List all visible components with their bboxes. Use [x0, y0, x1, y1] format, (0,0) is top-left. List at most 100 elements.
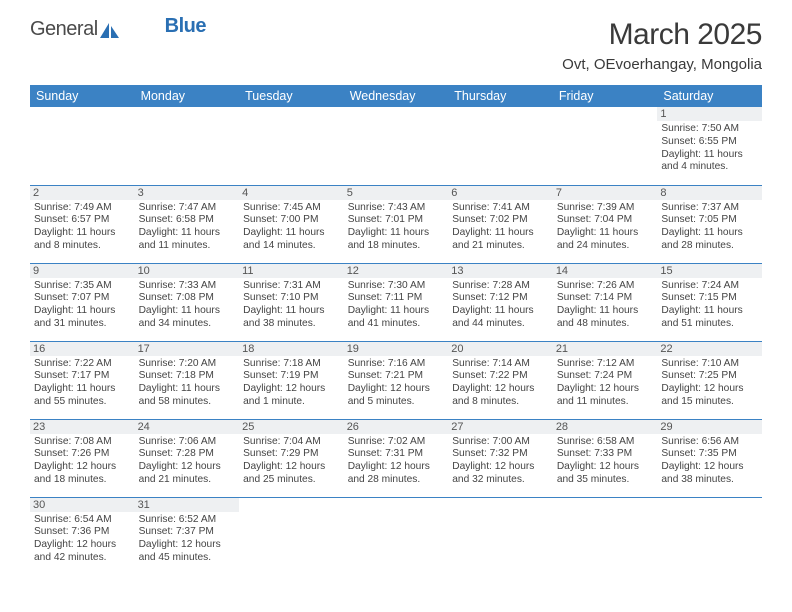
calendar-cell: 15Sunrise: 7:24 AMSunset: 7:15 PMDayligh…: [657, 263, 762, 341]
day-number: 3: [135, 186, 240, 200]
sunset-text: Sunset: 7:00 PM: [243, 214, 340, 227]
weekday-tuesday: Tuesday: [239, 85, 344, 107]
calendar-cell: 23Sunrise: 7:08 AMSunset: 7:26 PMDayligh…: [30, 419, 135, 497]
calendar-cell: 12Sunrise: 7:30 AMSunset: 7:11 PMDayligh…: [344, 263, 449, 341]
day-number: 21: [553, 342, 658, 356]
calendar-row: 9Sunrise: 7:35 AMSunset: 7:07 PMDaylight…: [30, 263, 762, 341]
day-info: Sunrise: 6:54 AMSunset: 7:36 PMDaylight:…: [34, 514, 131, 565]
daylight-text: Daylight: 12 hours and 15 minutes.: [661, 383, 758, 409]
day-info: Sunrise: 7:18 AMSunset: 7:19 PMDaylight:…: [243, 358, 340, 409]
day-info: Sunrise: 7:49 AMSunset: 6:57 PMDaylight:…: [34, 202, 131, 253]
day-number: 28: [553, 420, 658, 434]
calendar-cell: 1Sunrise: 7:50 AMSunset: 6:55 PMDaylight…: [657, 107, 762, 185]
daylight-text: Daylight: 11 hours and 24 minutes.: [557, 227, 654, 253]
location-text: Ovt, OEvoerhangay, Mongolia: [562, 56, 762, 73]
sunrise-text: Sunrise: 7:26 AM: [557, 280, 654, 293]
calendar-cell: 9Sunrise: 7:35 AMSunset: 7:07 PMDaylight…: [30, 263, 135, 341]
calendar-cell: 3 Sunrise: 7:47 AMSunset: 6:58 PMDaylight…: [135, 185, 240, 263]
day-number: 27: [448, 420, 553, 434]
daylight-text: Daylight: 12 hours and 38 minutes.: [661, 461, 758, 487]
sunrise-text: Sunrise: 6:54 AM: [34, 514, 131, 527]
daylight-text: Daylight: 11 hours and 38 minutes.: [243, 305, 340, 331]
sunset-text: Sunset: 7:04 PM: [557, 214, 654, 227]
day-info: Sunrise: 7:39 AMSunset: 7:04 PMDaylight:…: [557, 202, 654, 253]
calendar-cell: 22Sunrise: 7:10 AMSunset: 7:25 PMDayligh…: [657, 341, 762, 419]
sunrise-text: Sunrise: 7:08 AM: [34, 436, 131, 449]
sunrise-text: Sunrise: 7:41 AM: [452, 202, 549, 215]
sunrise-text: Sunrise: 7:04 AM: [243, 436, 340, 449]
daylight-text: Daylight: 12 hours and 21 minutes.: [139, 461, 236, 487]
sunset-text: Sunset: 7:29 PM: [243, 448, 340, 461]
logo-text-2: Blue: [165, 15, 206, 38]
daylight-text: Daylight: 12 hours and 32 minutes.: [452, 461, 549, 487]
day-info: Sunrise: 7:20 AMSunset: 7:18 PMDaylight:…: [139, 358, 236, 409]
sunrise-text: Sunrise: 7:47 AM: [139, 202, 236, 215]
day-number: 9: [30, 264, 135, 278]
sunset-text: Sunset: 7:37 PM: [139, 526, 236, 539]
day-info: Sunrise: 7:16 AMSunset: 7:21 PMDaylight:…: [348, 358, 445, 409]
day-info: Sunrise: 7:04 AMSunset: 7:29 PMDaylight:…: [243, 436, 340, 487]
day-number: 30: [30, 498, 135, 512]
sunset-text: Sunset: 7:17 PM: [34, 370, 131, 383]
sunrise-text: Sunrise: 7:00 AM: [452, 436, 549, 449]
calendar-cell: 7Sunrise: 7:39 AMSunset: 7:04 PMDaylight…: [553, 185, 658, 263]
logo-sail-icon: [99, 21, 121, 39]
calendar-row: 30 Sunrise: 6:54 AMSunset: 7:36 PMDayligh…: [30, 497, 762, 575]
sunset-text: Sunset: 7:33 PM: [557, 448, 654, 461]
sunrise-text: Sunrise: 7:28 AM: [452, 280, 549, 293]
calendar-cell: 17Sunrise: 7:20 AMSunset: 7:18 PMDayligh…: [135, 341, 240, 419]
sunrise-text: Sunrise: 7:06 AM: [139, 436, 236, 449]
calendar-cell: 10Sunrise: 7:33 AMSunset: 7:08 PMDayligh…: [135, 263, 240, 341]
daylight-text: Daylight: 12 hours and 45 minutes.: [139, 539, 236, 565]
day-info: Sunrise: 7:47 AMSunset: 6:58 PMDaylight:…: [139, 202, 236, 253]
calendar-cell: [657, 497, 762, 575]
day-number: 12: [344, 264, 449, 278]
day-number: 11: [239, 264, 344, 278]
calendar-cell: 30 Sunrise: 6:54 AMSunset: 7:36 PMDayligh…: [30, 497, 135, 575]
daylight-text: Daylight: 11 hours and 44 minutes.: [452, 305, 549, 331]
daylight-text: Daylight: 11 hours and 21 minutes.: [452, 227, 549, 253]
day-info: Sunrise: 6:58 AMSunset: 7:33 PMDaylight:…: [557, 436, 654, 487]
sunrise-text: Sunrise: 7:45 AM: [243, 202, 340, 215]
day-number: 8: [657, 186, 762, 200]
day-info: Sunrise: 7:37 AMSunset: 7:05 PMDaylight:…: [661, 202, 758, 253]
calendar-cell: 16Sunrise: 7:22 AMSunset: 7:17 PMDayligh…: [30, 341, 135, 419]
day-info: Sunrise: 7:14 AMSunset: 7:22 PMDaylight:…: [452, 358, 549, 409]
weekday-saturday: Saturday: [657, 85, 762, 107]
day-info: Sunrise: 7:00 AMSunset: 7:32 PMDaylight:…: [452, 436, 549, 487]
sunset-text: Sunset: 6:55 PM: [661, 136, 758, 149]
sunset-text: Sunset: 7:11 PM: [348, 292, 445, 305]
sunset-text: Sunset: 7:21 PM: [348, 370, 445, 383]
day-info: Sunrise: 7:24 AMSunset: 7:15 PMDaylight:…: [661, 280, 758, 331]
sunset-text: Sunset: 7:35 PM: [661, 448, 758, 461]
sunrise-text: Sunrise: 7:16 AM: [348, 358, 445, 371]
calendar-cell: [553, 497, 658, 575]
daylight-text: Daylight: 11 hours and 11 minutes.: [139, 227, 236, 253]
day-number: 26: [344, 420, 449, 434]
daylight-text: Daylight: 11 hours and 14 minutes.: [243, 227, 340, 253]
day-info: Sunrise: 7:22 AMSunset: 7:17 PMDaylight:…: [34, 358, 131, 409]
calendar-cell: 13Sunrise: 7:28 AMSunset: 7:12 PMDayligh…: [448, 263, 553, 341]
day-number: 2: [30, 186, 135, 200]
weekday-thursday: Thursday: [448, 85, 553, 107]
calendar-cell: 31Sunrise: 6:52 AMSunset: 7:37 PMDayligh…: [135, 497, 240, 575]
day-info: Sunrise: 7:41 AMSunset: 7:02 PMDaylight:…: [452, 202, 549, 253]
sunrise-text: Sunrise: 7:35 AM: [34, 280, 131, 293]
sunrise-text: Sunrise: 6:56 AM: [661, 436, 758, 449]
daylight-text: Daylight: 11 hours and 4 minutes.: [661, 149, 758, 175]
daylight-text: Daylight: 12 hours and 5 minutes.: [348, 383, 445, 409]
day-info: Sunrise: 7:10 AMSunset: 7:25 PMDaylight:…: [661, 358, 758, 409]
calendar-cell: [135, 107, 240, 185]
calendar-cell: 19Sunrise: 7:16 AMSunset: 7:21 PMDayligh…: [344, 341, 449, 419]
sunset-text: Sunset: 7:25 PM: [661, 370, 758, 383]
sunset-text: Sunset: 7:24 PM: [557, 370, 654, 383]
day-info: Sunrise: 7:45 AMSunset: 7:00 PMDaylight:…: [243, 202, 340, 253]
sunset-text: Sunset: 7:22 PM: [452, 370, 549, 383]
daylight-text: Daylight: 11 hours and 41 minutes.: [348, 305, 445, 331]
sunrise-text: Sunrise: 7:33 AM: [139, 280, 236, 293]
sunset-text: Sunset: 7:10 PM: [243, 292, 340, 305]
sunrise-text: Sunrise: 7:14 AM: [452, 358, 549, 371]
sunrise-text: Sunrise: 7:22 AM: [34, 358, 131, 371]
sunset-text: Sunset: 7:02 PM: [452, 214, 549, 227]
weekday-sunday: Sunday: [30, 85, 135, 107]
